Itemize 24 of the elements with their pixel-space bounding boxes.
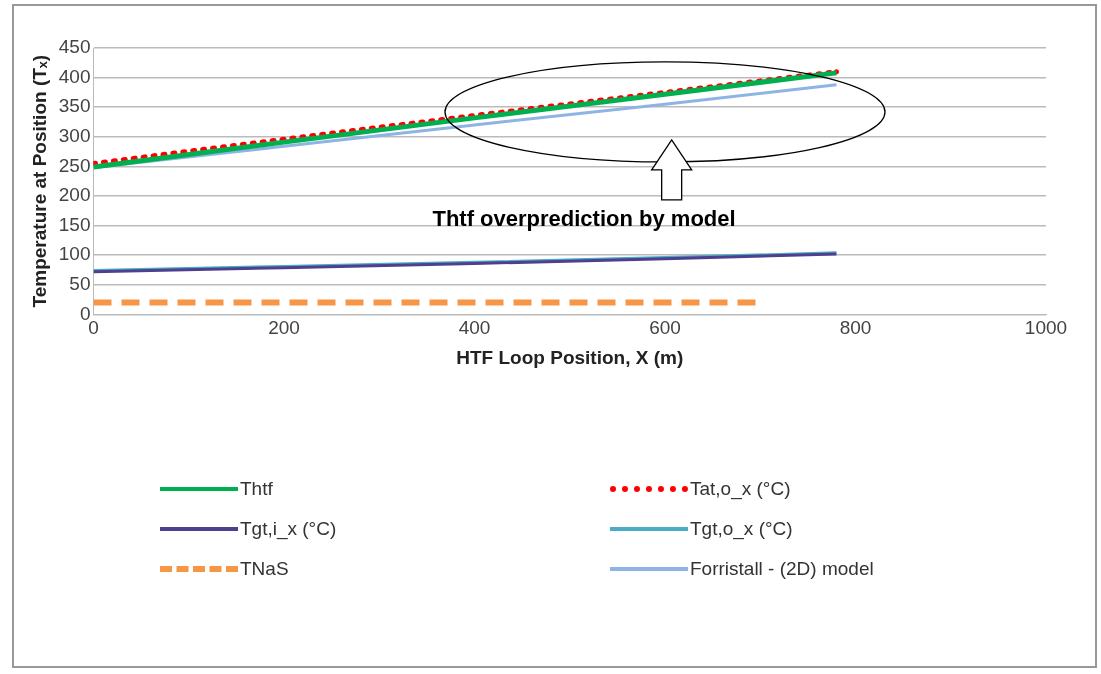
legend-label: Tgt,i_x (°C) [240, 518, 337, 540]
x-tick-label: 600 [649, 317, 681, 339]
y-tick-label: 100 [58, 243, 91, 265]
x-tick-label: 800 [839, 317, 872, 339]
x-tick-label: 200 [268, 317, 300, 339]
legend-label: Thtf [240, 478, 273, 500]
y-tick-label: 250 [58, 154, 91, 176]
y-tick-label: 200 [58, 184, 91, 206]
annotation: Thtf overprediction by model [432, 205, 736, 231]
x-tick-label: 400 [458, 317, 491, 339]
legend-label: TNaS [240, 558, 289, 580]
y-tick-label: 350 [58, 95, 91, 117]
y-tick-label: 300 [58, 125, 91, 147]
y-tick-label: 50 [69, 273, 91, 295]
legend-label: Tat,o_x (°C) [690, 478, 791, 500]
legend-label: Forristall - (2D) model [690, 558, 874, 580]
y-axis-title: Temperature at Position (Tₓ) [28, 54, 50, 308]
x-axis-title: HTF Loop Position, X (m) [456, 346, 684, 368]
legend-label: Tgt,o_x (°C) [690, 518, 793, 540]
y-tick-label: 0 [79, 302, 91, 324]
x-tick-label: 1000 [1024, 317, 1068, 339]
y-tick-label: 150 [58, 213, 91, 235]
y-tick-label: 400 [58, 65, 91, 87]
y-tick-label: 450 [58, 36, 91, 58]
